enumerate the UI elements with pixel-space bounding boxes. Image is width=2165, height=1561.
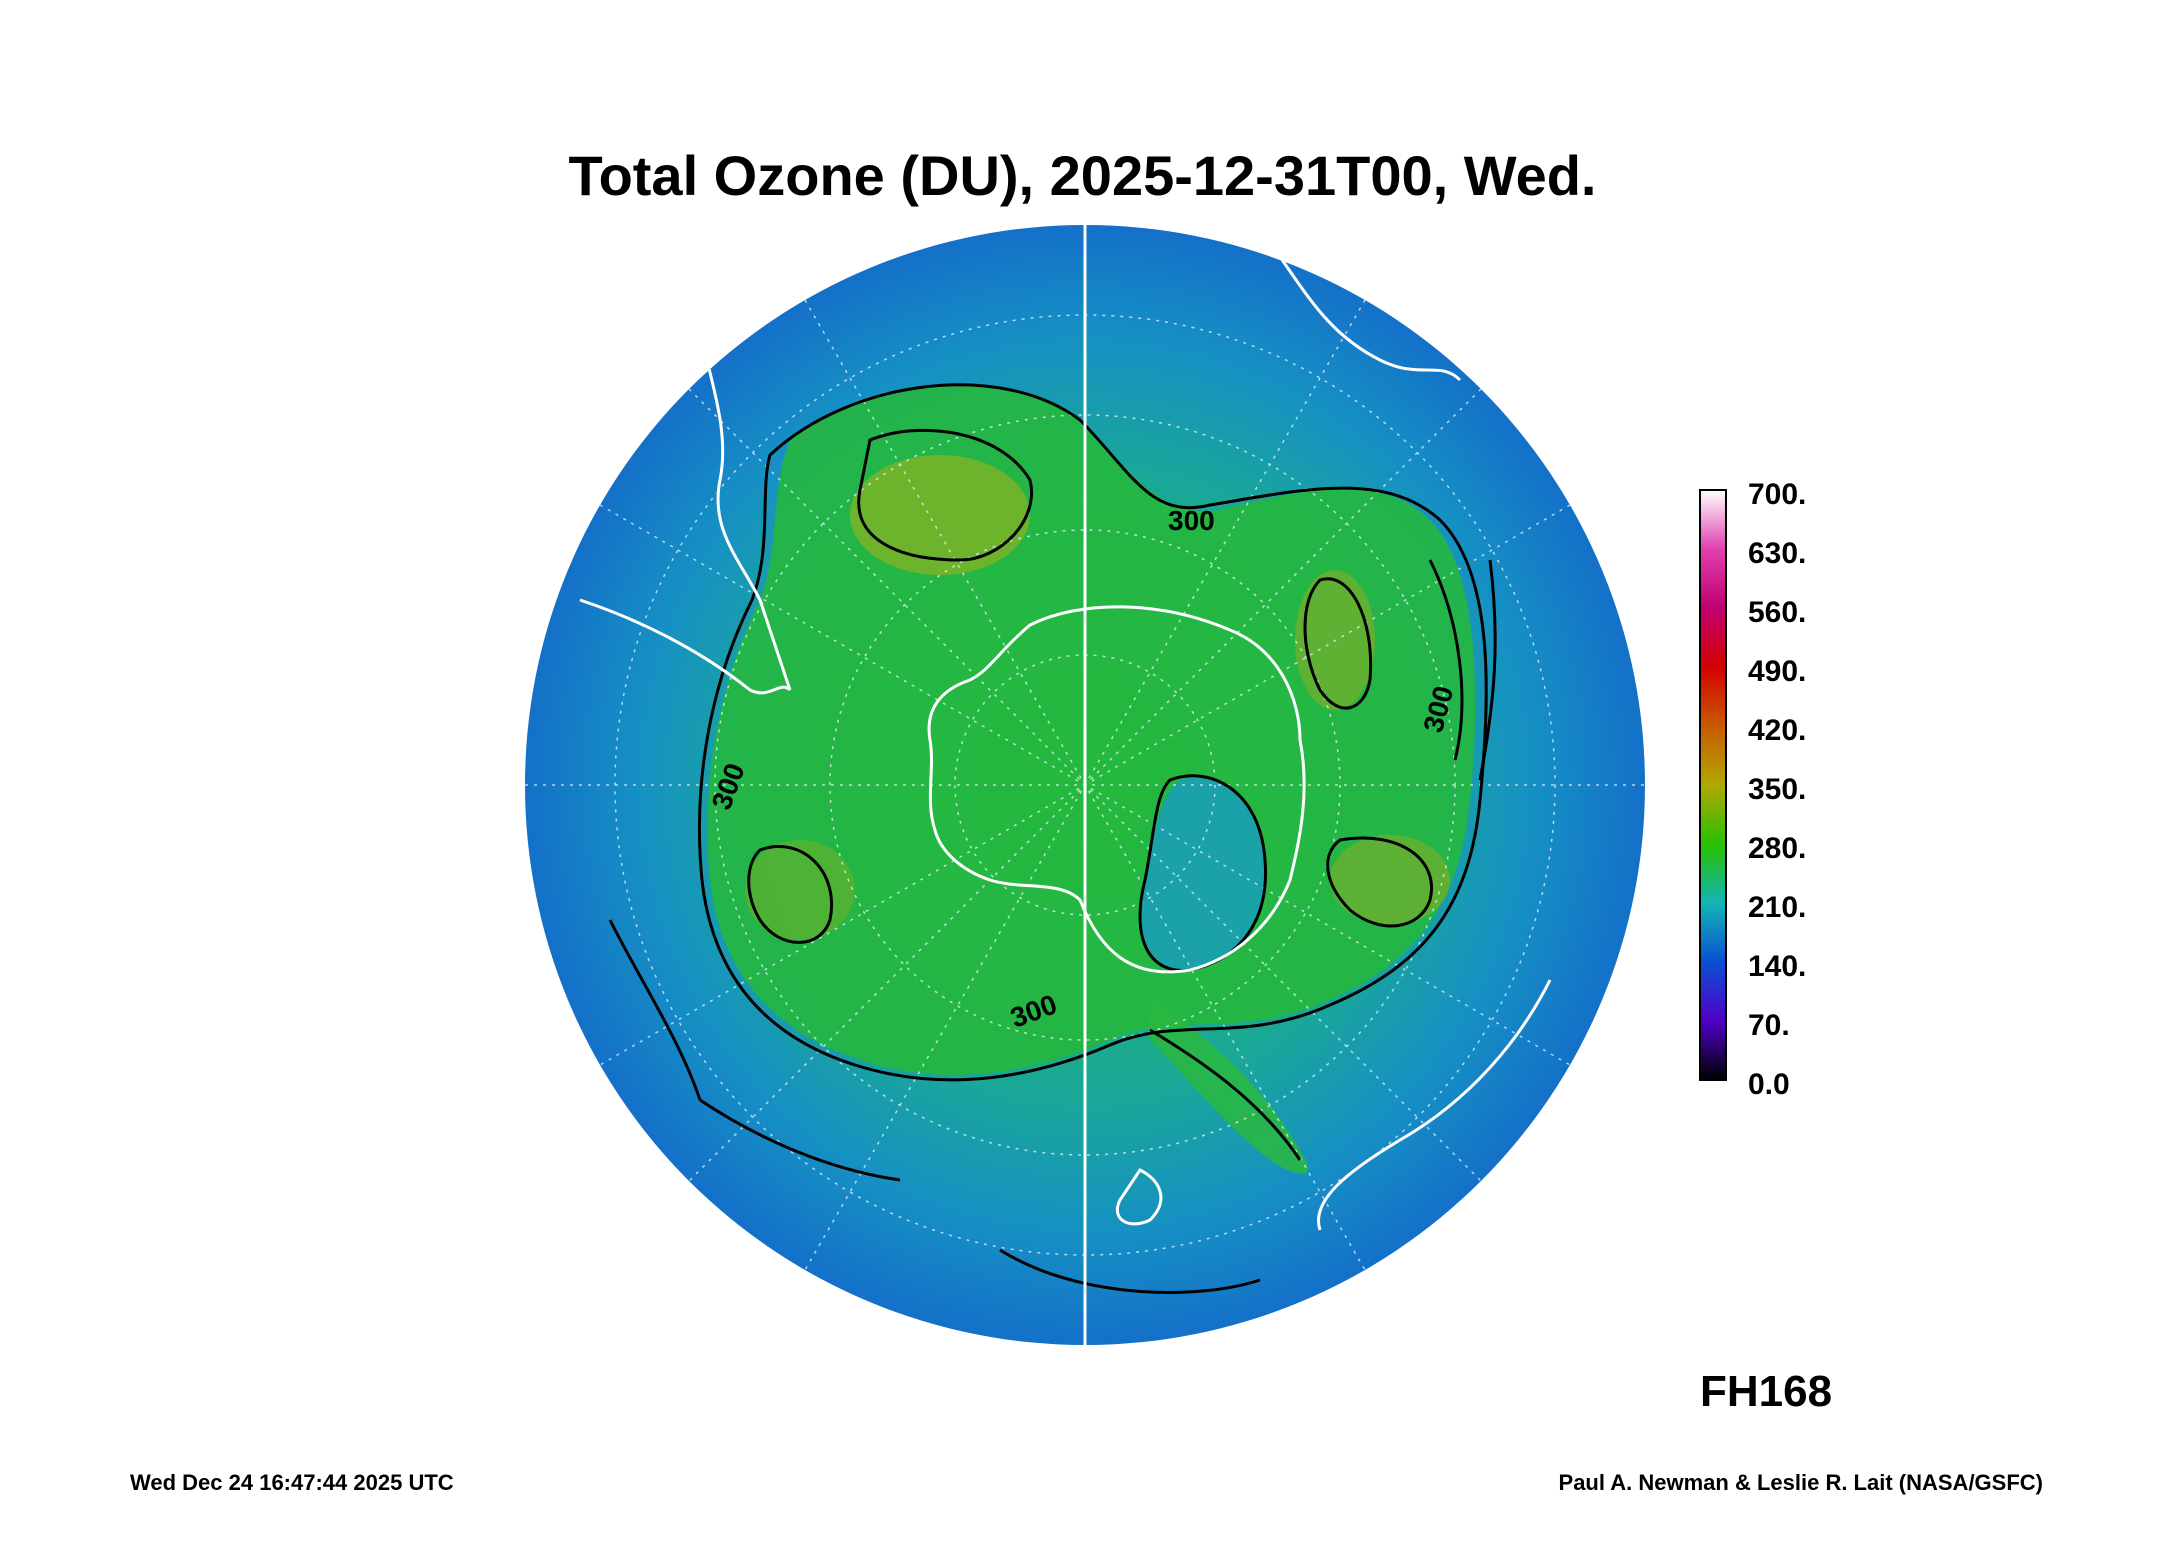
map-title: Total Ozone (DU), 2025-12-31T00, Wed. bbox=[568, 144, 1597, 207]
ozone-peak-patch bbox=[745, 840, 855, 940]
south-america-coastline bbox=[698, 329, 792, 691]
colorbar-label: 210. bbox=[1748, 891, 1807, 924]
forecast-hour-label: FH168 bbox=[1700, 1367, 1833, 1416]
ozone-low-pocket bbox=[1140, 777, 1266, 971]
footer-credit: Paul A. Newman & Leslie R. Lait (NASA/GS… bbox=[1558, 1470, 2043, 1495]
colorbar bbox=[1699, 489, 1727, 1081]
coastlines bbox=[579, 225, 1552, 1345]
south-america-tip bbox=[579, 598, 792, 695]
new-zealand-coastline bbox=[1115, 1168, 1163, 1226]
contour-label: 300 bbox=[1168, 505, 1215, 536]
colorbar-label: 490. bbox=[1748, 655, 1807, 688]
ozone-peak-patch bbox=[850, 455, 1030, 575]
colorbar-label: 280. bbox=[1748, 832, 1807, 865]
antarctica-coastline bbox=[927, 605, 1306, 974]
colorbar-label: 420. bbox=[1748, 714, 1807, 747]
colorbar-label: 350. bbox=[1748, 773, 1807, 806]
colorbar-label: 0.0 bbox=[1748, 1068, 1790, 1101]
footer-timestamp: Wed Dec 24 16:47:44 2025 UTC bbox=[130, 1470, 454, 1495]
australia-coastline bbox=[1317, 979, 1552, 1231]
colorbar-label: 700. bbox=[1748, 478, 1807, 511]
africa-coastline bbox=[1258, 229, 1462, 382]
ozone-tongue-region bbox=[1150, 1000, 1309, 1174]
colorbar-label: 630. bbox=[1748, 537, 1807, 570]
colorbar-label: 560. bbox=[1748, 596, 1807, 629]
colorbar-label: 70. bbox=[1748, 1009, 1790, 1042]
colorbar-label: 140. bbox=[1748, 950, 1807, 983]
